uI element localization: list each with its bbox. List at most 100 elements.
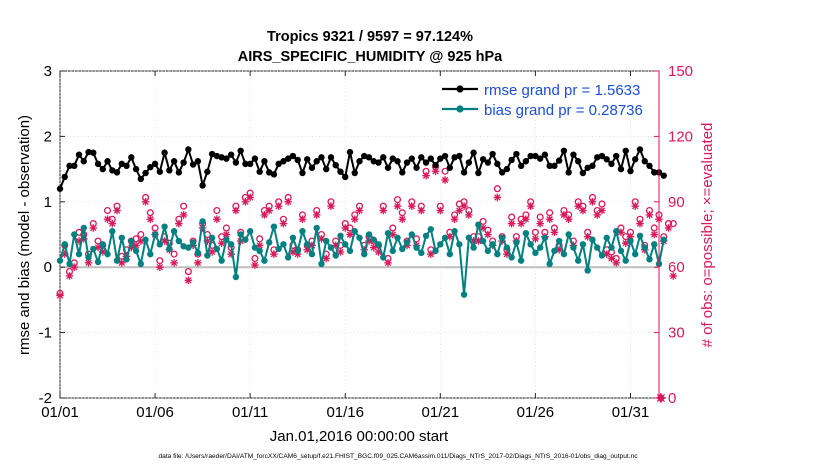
rmse-point bbox=[437, 155, 444, 162]
legend-bias-label: bias grand pr = 0.28736 bbox=[484, 102, 643, 119]
y-tick-label-left: -2 bbox=[39, 390, 52, 407]
bias-point bbox=[593, 244, 601, 251]
evaluated-marker bbox=[341, 224, 350, 232]
rmse-point bbox=[470, 149, 477, 156]
evaluated-marker bbox=[612, 259, 621, 267]
evaluated-marker bbox=[407, 202, 416, 210]
bias-point bbox=[346, 247, 354, 255]
y-tick-label-right: 150 bbox=[668, 63, 693, 80]
rmse-point bbox=[475, 169, 482, 177]
bias-point bbox=[142, 236, 149, 243]
evaluated-marker bbox=[312, 211, 321, 219]
evaluated-marker bbox=[393, 202, 402, 210]
evaluated-marker bbox=[89, 224, 98, 232]
bias-point bbox=[403, 239, 411, 246]
y-tick-label-left: 3 bbox=[44, 63, 52, 80]
evaluated-marker bbox=[441, 176, 449, 184]
bias-point bbox=[589, 236, 596, 243]
rmse-point bbox=[494, 160, 501, 168]
x-tick-label: 01/11 bbox=[232, 404, 268, 421]
rmse-point bbox=[579, 169, 587, 177]
bias-point bbox=[151, 231, 159, 238]
y-axis-label-left: rmse and bias (model - observation) bbox=[16, 115, 33, 355]
rmse-point bbox=[289, 152, 297, 160]
rmse-point bbox=[294, 156, 301, 164]
evaluated-marker bbox=[507, 219, 516, 228]
bias-point bbox=[166, 245, 173, 253]
evaluated-marker bbox=[436, 206, 445, 215]
bias-point bbox=[175, 237, 183, 245]
rmse-point bbox=[142, 169, 149, 177]
rmse-point bbox=[199, 182, 206, 189]
evaluated-marker bbox=[379, 206, 388, 215]
bias-point bbox=[437, 241, 444, 248]
evaluated-marker bbox=[550, 228, 559, 237]
evaluated-marker bbox=[398, 215, 407, 224]
rmse-point bbox=[94, 160, 102, 168]
rmse-point bbox=[636, 146, 644, 153]
rmse-point bbox=[71, 162, 78, 170]
rmse-point bbox=[151, 160, 159, 168]
rmse-point bbox=[189, 161, 197, 168]
rmse-point bbox=[503, 165, 511, 173]
rmse-point bbox=[337, 168, 344, 175]
bias-point bbox=[242, 236, 249, 243]
bias-point bbox=[622, 257, 629, 264]
evaluated-marker bbox=[184, 276, 193, 285]
bias-point bbox=[475, 221, 482, 228]
rmse-point bbox=[522, 158, 530, 165]
possible-marker bbox=[180, 202, 188, 210]
rmse-point bbox=[627, 167, 634, 175]
rmse-point bbox=[185, 146, 192, 153]
evaluated-marker bbox=[479, 224, 487, 232]
rmse-point bbox=[574, 158, 582, 165]
evaluated-marker bbox=[156, 263, 164, 271]
bias-point bbox=[465, 234, 473, 241]
bias-point bbox=[113, 257, 121, 264]
evaluated-marker bbox=[355, 206, 364, 215]
rmse-point bbox=[113, 169, 121, 176]
bias-point bbox=[651, 241, 658, 248]
evaluated-marker bbox=[175, 219, 183, 228]
bias-point bbox=[294, 247, 301, 255]
rmse-point bbox=[242, 160, 249, 168]
bias-point bbox=[356, 234, 363, 241]
possible-marker bbox=[170, 250, 178, 258]
rmse-point bbox=[342, 173, 349, 181]
bias-point bbox=[574, 257, 582, 264]
rmse-point bbox=[422, 159, 430, 166]
rmse-point bbox=[147, 163, 154, 171]
evaluated-marker bbox=[493, 193, 502, 202]
evaluated-marker bbox=[65, 272, 74, 280]
bias-point bbox=[109, 228, 116, 235]
evaluated-marker bbox=[631, 202, 640, 210]
bias-point bbox=[299, 228, 306, 235]
bias-point bbox=[270, 223, 278, 230]
x-axis-label: Jan.01,2016 00:00:00 start bbox=[270, 428, 449, 445]
rmse-point bbox=[646, 162, 653, 170]
rmse-point bbox=[308, 164, 316, 171]
bias-point bbox=[603, 234, 610, 241]
evaluated-marker bbox=[298, 215, 307, 224]
rmse-point bbox=[80, 158, 87, 165]
rmse-point bbox=[641, 158, 648, 165]
bias-point bbox=[232, 273, 240, 281]
rmse-point bbox=[508, 156, 515, 164]
rmse-point bbox=[375, 159, 382, 166]
bias-point bbox=[441, 234, 449, 241]
rmse-point bbox=[61, 173, 68, 181]
evaluated-marker bbox=[645, 211, 654, 219]
bias-point bbox=[227, 241, 235, 248]
bias-point bbox=[427, 226, 435, 233]
legend-bias-marker bbox=[456, 105, 464, 113]
y-tick-label-left: 0 bbox=[44, 259, 52, 276]
bias-point bbox=[598, 252, 606, 259]
evaluated-marker bbox=[179, 211, 188, 219]
rmse-point bbox=[327, 154, 335, 161]
bias-point bbox=[551, 247, 558, 255]
rmse-point bbox=[256, 168, 263, 175]
bias-point bbox=[584, 267, 591, 274]
rmse-point bbox=[527, 152, 534, 160]
evaluated-marker bbox=[108, 219, 117, 228]
bias-point bbox=[99, 241, 106, 248]
